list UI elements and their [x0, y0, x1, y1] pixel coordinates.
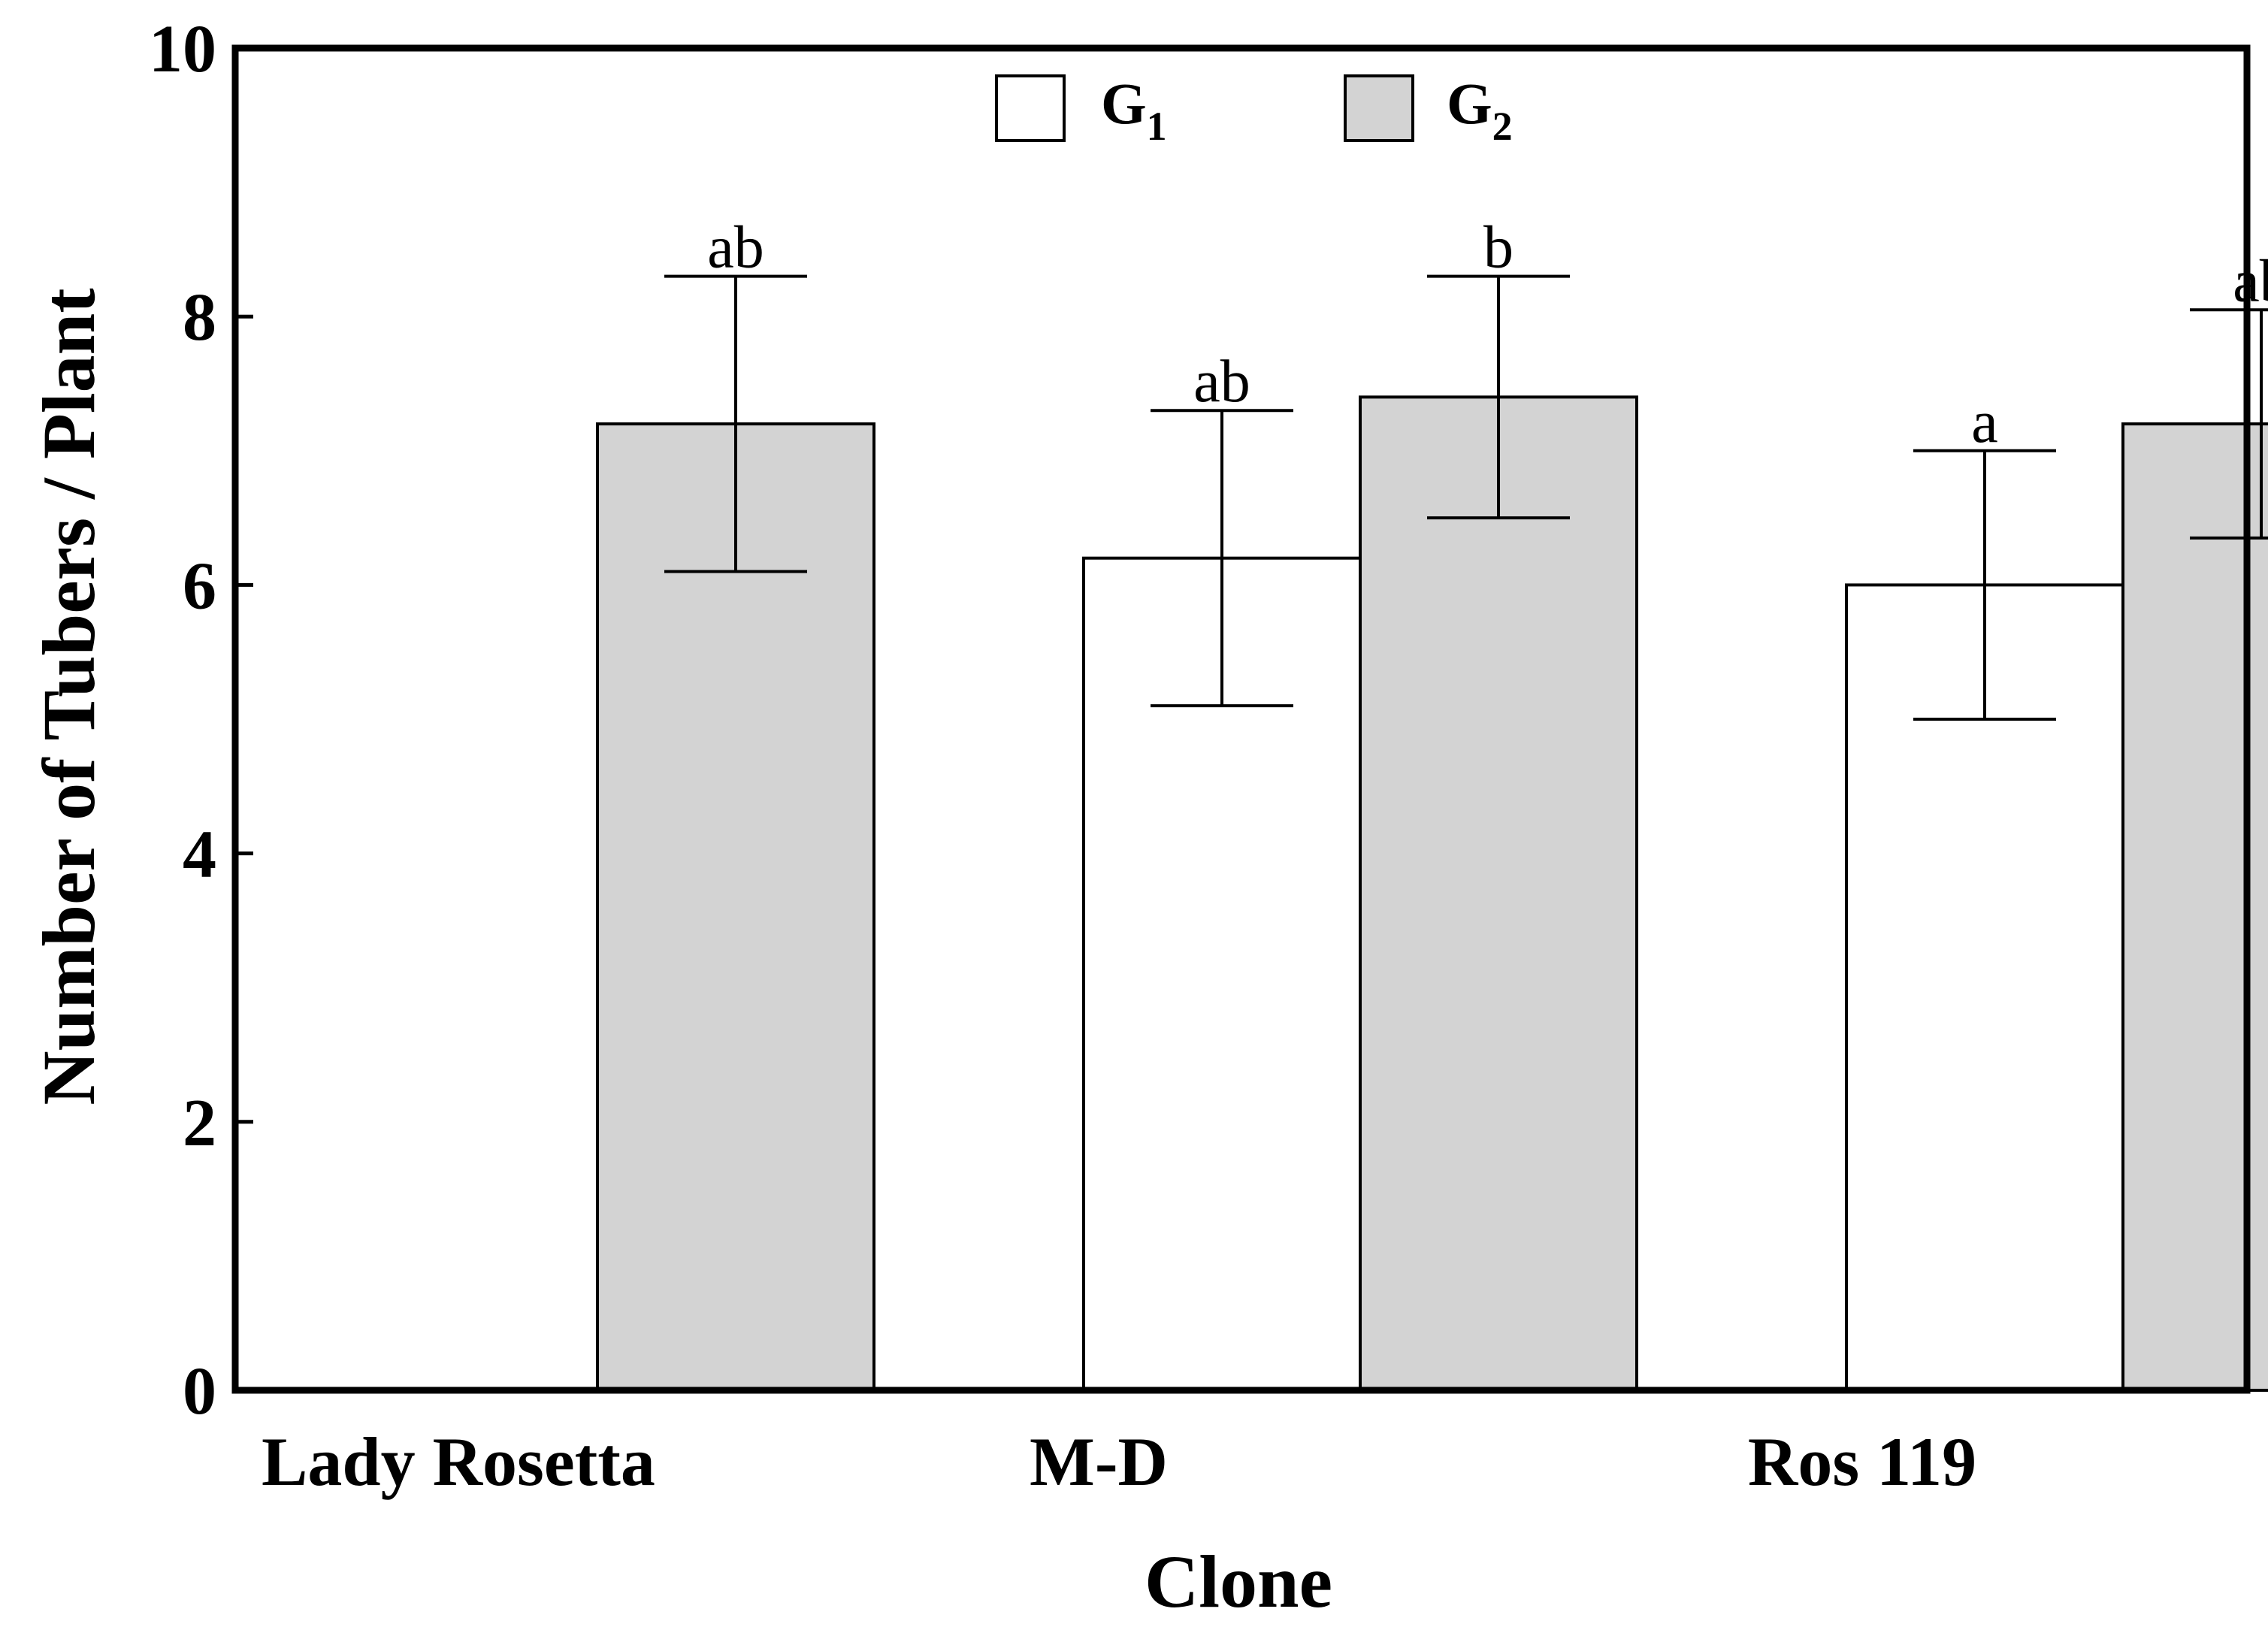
legend-swatch-g2 — [1344, 74, 1414, 142]
legend-label-g1: G1 — [1101, 71, 1167, 149]
legend-swatch-g1 — [995, 74, 1066, 142]
significance-labels-layer: ab ab b a ab — [707, 215, 2268, 455]
y-tick-label-0: 0 — [183, 1354, 216, 1429]
x-axis: Lady Rosetta M-D Ros 119 — [262, 1423, 1976, 1500]
significance-label-g2-lady-rosetta: ab — [707, 215, 764, 281]
legend: G1 G2 — [995, 71, 1513, 149]
plot-frame — [231, 44, 2251, 1394]
y-axis: 0 2 4 6 8 10 — [149, 12, 253, 1429]
bar-g2-lady-rosetta — [596, 422, 875, 1393]
significance-label-g2-m-d: b — [1483, 215, 1514, 281]
legend-label-g2: G2 — [1447, 71, 1513, 149]
y-tick-label-8: 8 — [183, 280, 216, 355]
bars-layer — [596, 395, 2268, 1393]
y-tick-label-2: 2 — [183, 1086, 216, 1160]
y-tick-label-10: 10 — [149, 12, 216, 86]
x-category-label-lady-rosetta: Lady Rosetta — [262, 1423, 655, 1500]
legend-label-g1-subscript: 1 — [1147, 104, 1167, 149]
significance-label-g2-ros-119: ab — [2233, 248, 2268, 314]
significance-label-g1-ros-119: a — [1971, 389, 1998, 455]
x-category-label-m-d: M-D — [1030, 1423, 1168, 1500]
y-tick-label-6: 6 — [183, 549, 216, 623]
x-category-label-ros-119: Ros 119 — [1748, 1423, 1976, 1500]
y-tick-label-4: 4 — [183, 818, 216, 892]
legend-label-g2-subscript: 2 — [1492, 104, 1513, 149]
significance-label-g1-m-d: ab — [1193, 349, 1250, 415]
y-axis-title: Number of Tubers / Plant — [27, 288, 110, 1105]
error-bars-layer — [664, 274, 2268, 721]
x-axis-title: Clone — [1145, 1540, 1332, 1623]
bar-g2-m-d — [1359, 395, 1638, 1392]
